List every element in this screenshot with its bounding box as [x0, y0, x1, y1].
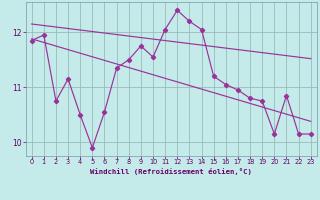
- X-axis label: Windchill (Refroidissement éolien,°C): Windchill (Refroidissement éolien,°C): [90, 168, 252, 175]
